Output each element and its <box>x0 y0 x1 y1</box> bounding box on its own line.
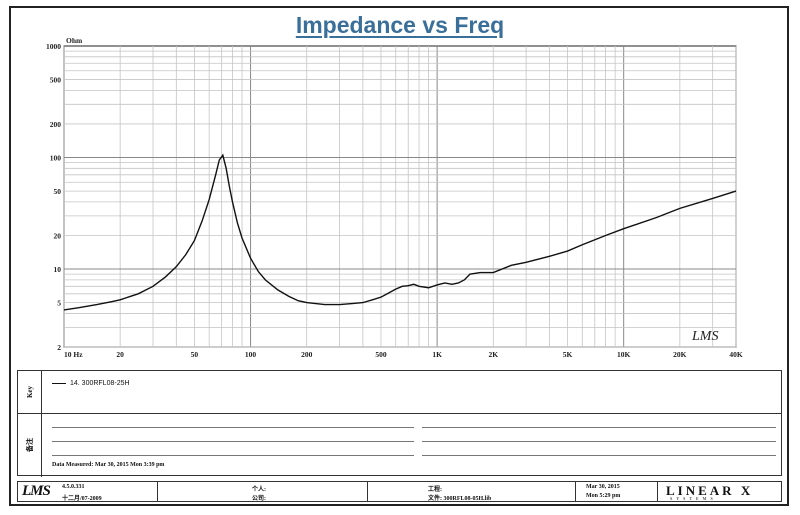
version-date: 十二月/07-2009 <box>62 496 102 502</box>
y-tick-label: 10 <box>54 265 62 274</box>
linearx-logo: LINEAR X <box>666 483 754 498</box>
window-frame <box>9 6 789 506</box>
y-tick-label: 5 <box>57 299 61 308</box>
legend-side-cell: Key <box>18 371 42 413</box>
footer-time: Mon 5:29 pm <box>586 493 621 499</box>
legend-entry-label: 14. 300RFL08-25H <box>70 380 130 387</box>
footer-project-cell: 工程: 文件: 300RFL08-05H.lib <box>368 482 576 502</box>
impedance-chart: 10 Hz 20 50 100 200 500 1K 2K 5K 10K 20K 40K 1000 500… <box>46 36 743 359</box>
note-line <box>52 441 414 442</box>
y-tick-label: 2 <box>57 343 61 352</box>
grid-lines <box>63 46 737 348</box>
person-label: 个人: <box>252 487 266 493</box>
file-label: 文件: 300RFL08-05H.lib <box>428 496 492 502</box>
axis-ticks: 10 Hz 20 50 100 200 500 1K 2K 5K 10K 20K 40K 1000 500… <box>46 42 743 359</box>
x-tick-label: 20 <box>116 350 124 359</box>
x-tick-label: 2K <box>488 350 498 359</box>
notes-side-label: 备注 <box>25 438 34 452</box>
plot-area <box>63 45 737 348</box>
y-axis-label: Ohm <box>66 36 83 45</box>
note-line <box>422 455 776 456</box>
x-tick-label: 5K <box>563 350 573 359</box>
note-line <box>52 427 414 428</box>
footer-brand-cell: LINEAR X SYSTEMS <box>658 482 781 501</box>
x-tick-label: 200 <box>301 350 313 359</box>
chart-title: Impedance vs Freq <box>295 12 505 38</box>
footer-bar: LMS 4.5.0.331 十二月/07-2009 个人: 公司: 工程: 文件… <box>17 481 782 502</box>
footer-date: Mar 30, 2015 <box>586 484 620 490</box>
x-tick-label: 1K <box>432 350 442 359</box>
linearx-logo-sub: SYSTEMS <box>670 496 717 501</box>
date-measured: Data Measured: Mar 30, 2015 Mon 3:39 pm <box>52 462 165 468</box>
x-tick-label: 500 <box>375 350 387 359</box>
x-tick-label: 40K <box>729 350 743 359</box>
x-tick-label: 10K <box>617 350 631 359</box>
footer-date-cell: Mar 30, 2015 Mon 5:29 pm <box>576 482 658 501</box>
version-number: 4.5.0.331 <box>62 484 85 490</box>
x-tick-label: 10 Hz <box>64 350 83 359</box>
note-line <box>52 455 414 456</box>
legend-row: Key 14. 300RFL08-25H <box>18 371 781 414</box>
impedance-curve <box>63 153 737 311</box>
plot-logo: LMS <box>691 329 718 344</box>
note-line <box>422 427 776 428</box>
y-tick-label: 20 <box>54 231 62 240</box>
y-tick-label: 50 <box>54 187 62 196</box>
y-tick-label: 1000 <box>46 42 61 51</box>
y-tick-label: 100 <box>50 154 62 163</box>
legend-swatch <box>52 383 66 384</box>
legend-entry: 14. 300RFL08-25H <box>52 380 130 387</box>
info-box: Key 14. 300RFL08-25H 备注 Data Measured: M… <box>17 370 782 477</box>
footer-version-cell: LMS 4.5.0.331 十二月/07-2009 <box>18 482 158 502</box>
legend-side-label: Key <box>25 385 34 399</box>
x-tick-label: 20K <box>673 350 687 359</box>
notes-side-cell: 备注 <box>18 413 42 477</box>
y-tick-label: 200 <box>50 120 62 129</box>
x-tick-label: 100 <box>245 350 257 359</box>
x-tick-label: 50 <box>191 350 199 359</box>
note-line <box>422 441 776 442</box>
footer-person-cell: 个人: 公司: <box>158 482 368 502</box>
notes-row: 备注 Data Measured: Mar 30, 2015 Mon 3:39 … <box>18 413 781 477</box>
y-tick-label: 500 <box>50 76 62 85</box>
lms-logo: LMS <box>22 483 51 499</box>
project-label: 工程: <box>428 487 442 493</box>
company-label: 公司: <box>252 496 266 502</box>
